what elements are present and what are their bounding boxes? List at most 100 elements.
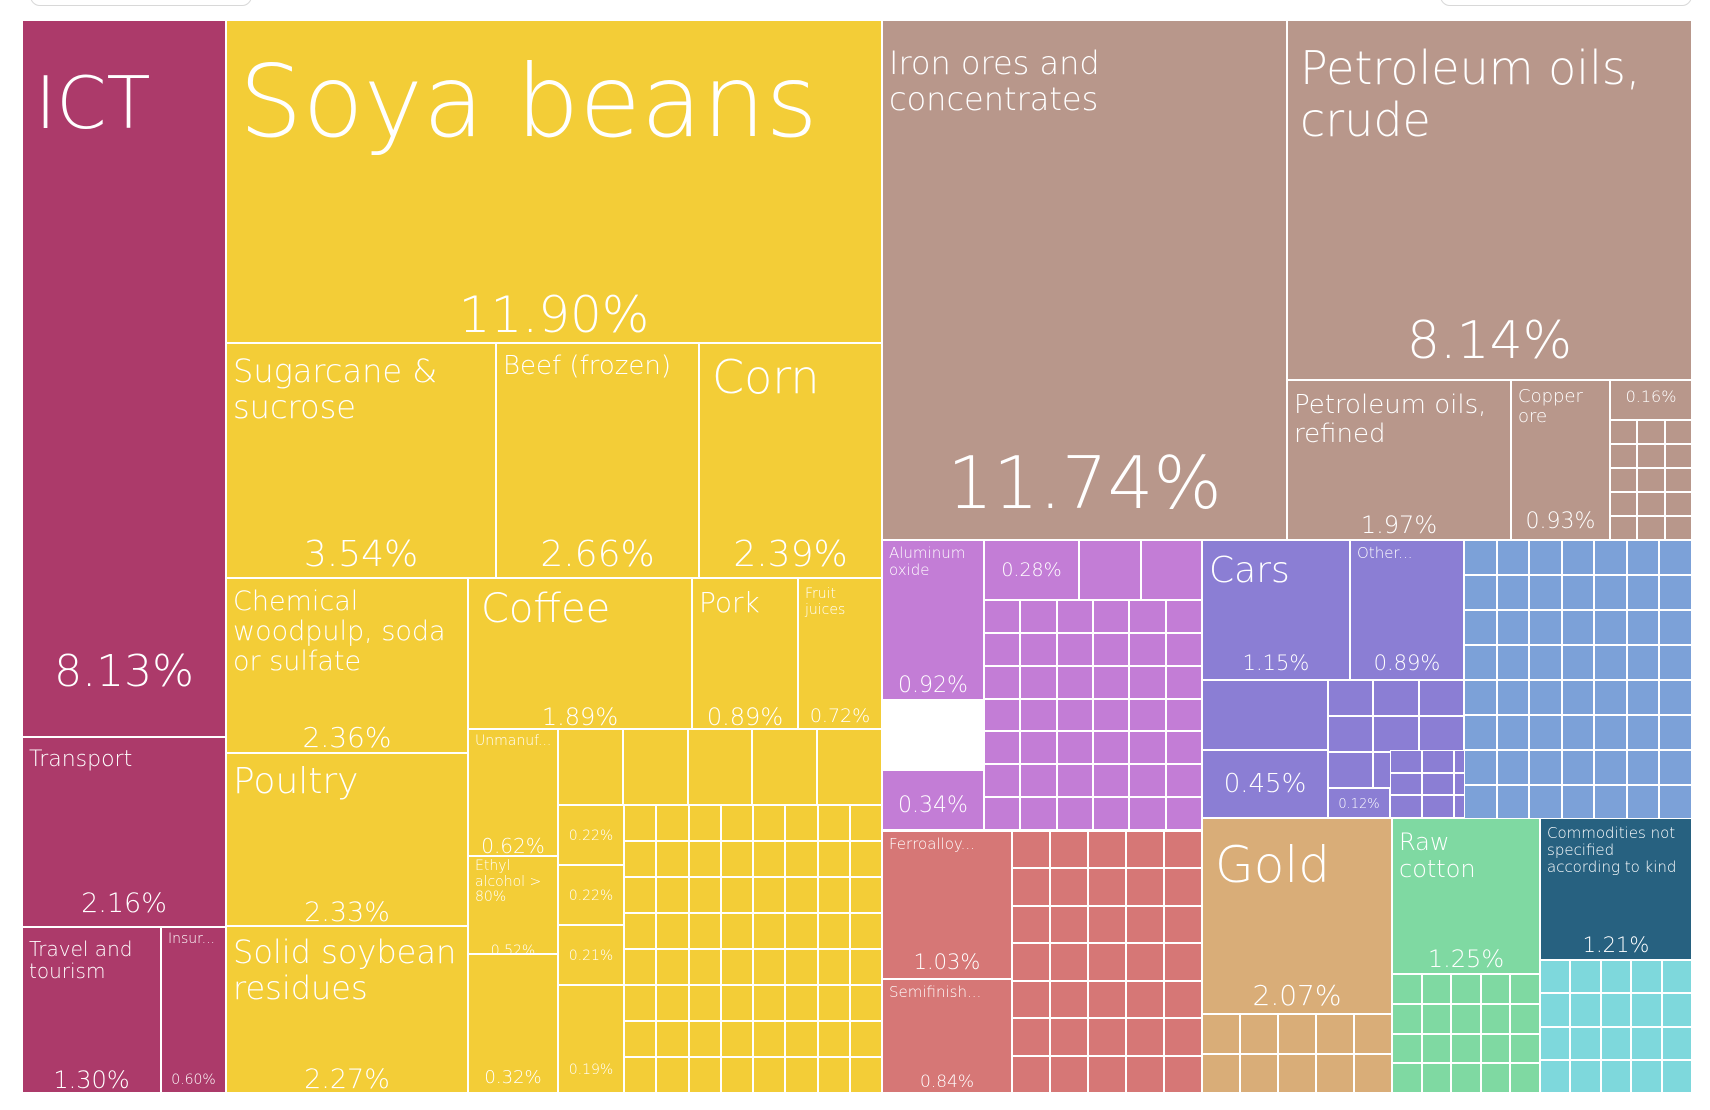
treemap-tile-small[interactable] — [1422, 795, 1454, 818]
treemap-tile-small[interactable] — [1422, 772, 1454, 796]
treemap-tile-small[interactable] — [1020, 632, 1057, 666]
treemap-tile[interactable]: Ferroalloy... 1.03% — [882, 831, 1012, 979]
treemap-tile-small[interactable] — [1056, 632, 1093, 666]
treemap-tile-small[interactable] — [1631, 960, 1662, 994]
treemap-tile-small[interactable] — [1510, 974, 1540, 1004]
treemap-tile-small[interactable] — [1012, 1018, 1050, 1056]
treemap-tile-small[interactable] — [1012, 943, 1050, 981]
treemap-tile-small[interactable] — [1540, 993, 1571, 1027]
treemap-tile-small[interactable] — [817, 913, 850, 949]
treemap-tile-small[interactable] — [1093, 797, 1130, 830]
treemap-tile-small[interactable] — [688, 805, 721, 841]
treemap-tile-small[interactable] — [656, 985, 689, 1021]
treemap-tile-small[interactable] — [1020, 698, 1057, 732]
treemap-tile-small[interactable] — [1451, 1033, 1481, 1064]
treemap-tile-small[interactable] — [849, 1057, 882, 1093]
treemap-tile-small[interactable] — [1126, 868, 1164, 906]
treemap-tile-small[interactable] — [1278, 1053, 1316, 1093]
treemap-tile-small[interactable] — [1328, 716, 1374, 752]
treemap-tile-small[interactable] — [1594, 785, 1627, 820]
treemap-tile-small[interactable] — [1390, 795, 1422, 818]
treemap-tile-small[interactable] — [1093, 665, 1130, 699]
treemap-tile-small[interactable] — [1631, 1026, 1662, 1060]
treemap-tile-small[interactable] — [1050, 1018, 1088, 1056]
treemap-tile-small[interactable] — [752, 729, 818, 805]
treemap-tile-small[interactable] — [1418, 716, 1464, 752]
treemap-tile[interactable]: Semifinish... 0.84% — [882, 979, 1012, 1093]
treemap-tile-small[interactable] — [656, 913, 689, 949]
treemap-tile-small[interactable] — [720, 841, 753, 877]
treemap-tile-small[interactable] — [1510, 1003, 1540, 1034]
treemap-tile-small[interactable] — [1664, 420, 1692, 444]
treemap-tile-small[interactable] — [1020, 665, 1057, 699]
treemap-tile-small[interactable] — [1664, 492, 1692, 516]
treemap-tile-small[interactable] — [1093, 698, 1130, 732]
treemap-tile-small[interactable] — [1594, 750, 1627, 785]
treemap-tile[interactable]: Sugarcane & sucrose 3.54% — [226, 343, 496, 578]
treemap-tile-small[interactable] — [1373, 680, 1419, 716]
treemap-tile-small[interactable] — [720, 805, 753, 841]
treemap-tile-small[interactable] — [1316, 1053, 1354, 1093]
treemap-tile-small[interactable] — [1165, 698, 1202, 732]
treemap-tile-small[interactable] — [849, 805, 882, 841]
treemap-tile-small[interactable] — [1540, 1059, 1571, 1093]
treemap-tile-small[interactable] — [817, 877, 850, 913]
treemap-tile-small[interactable] — [1594, 540, 1627, 575]
treemap-tile-small[interactable] — [720, 985, 753, 1021]
treemap-tile-small[interactable] — [1626, 540, 1660, 575]
treemap-tile-small[interactable] — [1165, 797, 1202, 830]
treemap-tile-small[interactable] — [1451, 1063, 1481, 1093]
treemap-tile-small[interactable] — [1570, 1059, 1601, 1093]
treemap-tile-small[interactable] — [1561, 540, 1595, 575]
treemap-tile-small[interactable] — [1600, 993, 1632, 1027]
treemap-tile-small[interactable] — [656, 805, 689, 841]
treemap-tile-small[interactable] — [1126, 1055, 1164, 1093]
treemap-tile[interactable]: Insur... 0.60% — [161, 927, 226, 1093]
treemap-tile-small[interactable] — [1421, 974, 1452, 1004]
treemap-tile-small[interactable] — [1012, 1055, 1050, 1093]
treemap-tile-small[interactable] — [1126, 943, 1164, 981]
treemap-tile[interactable]: 0.34% — [882, 770, 984, 830]
treemap-tile-small[interactable] — [1561, 680, 1595, 715]
treemap-tile-small[interactable] — [1373, 716, 1419, 752]
treemap-tile-small[interactable] — [1390, 772, 1422, 796]
treemap-tile-small[interactable] — [753, 913, 786, 949]
treemap-tile-small[interactable] — [785, 913, 818, 949]
treemap-tile-small[interactable] — [1631, 993, 1662, 1027]
treemap-tile-small[interactable] — [1316, 1014, 1354, 1054]
treemap-tile-small[interactable] — [1056, 698, 1093, 732]
treemap-tile-small[interactable] — [622, 729, 688, 805]
treemap-tile-small[interactable] — [1202, 680, 1328, 750]
treemap-tile-small[interactable] — [1088, 905, 1126, 944]
treemap-tile-small[interactable] — [1129, 600, 1166, 633]
treemap-tile-small[interactable] — [1529, 750, 1562, 785]
treemap-tile-small[interactable] — [1600, 960, 1632, 994]
treemap-tile-small[interactable] — [1570, 1026, 1601, 1060]
treemap-tile-small[interactable] — [753, 805, 786, 841]
treemap-tile-small[interactable] — [1126, 831, 1164, 869]
treemap-tile-small[interactable] — [785, 985, 818, 1021]
treemap-tile-small[interactable] — [849, 1021, 882, 1057]
treemap-tile-small[interactable] — [688, 877, 721, 913]
treemap-tile-small[interactable] — [1529, 540, 1562, 575]
treemap-tile-small[interactable] — [1421, 1033, 1452, 1064]
treemap-tile-small[interactable] — [1529, 610, 1562, 645]
treemap-tile-small[interactable] — [1464, 680, 1497, 715]
treemap-tile-small[interactable] — [817, 949, 850, 985]
treemap-tile-small[interactable] — [1480, 1033, 1511, 1064]
treemap-tile-small[interactable] — [1093, 632, 1130, 666]
treemap-tile-small[interactable] — [1664, 516, 1692, 540]
treemap-tile-small[interactable] — [688, 1057, 721, 1093]
treemap-tile-small[interactable] — [720, 949, 753, 985]
treemap-tile-small[interactable] — [1540, 960, 1571, 994]
treemap-tile[interactable]: Chemical woodpulp, soda or sulfate 2.36% — [226, 578, 468, 753]
treemap-tile-small[interactable] — [1464, 610, 1497, 645]
treemap-tile-small[interactable] — [1637, 516, 1665, 540]
treemap-tile-small[interactable] — [1464, 750, 1497, 785]
treemap-tile-small[interactable] — [1626, 680, 1660, 715]
treemap-tile-small[interactable] — [1637, 420, 1665, 444]
treemap-tile-small[interactable] — [1165, 665, 1202, 699]
treemap-tile-small[interactable] — [1561, 785, 1595, 820]
treemap-tile[interactable]: ICT 8.13% — [22, 20, 226, 737]
treemap-tile-small[interactable] — [1610, 468, 1638, 492]
